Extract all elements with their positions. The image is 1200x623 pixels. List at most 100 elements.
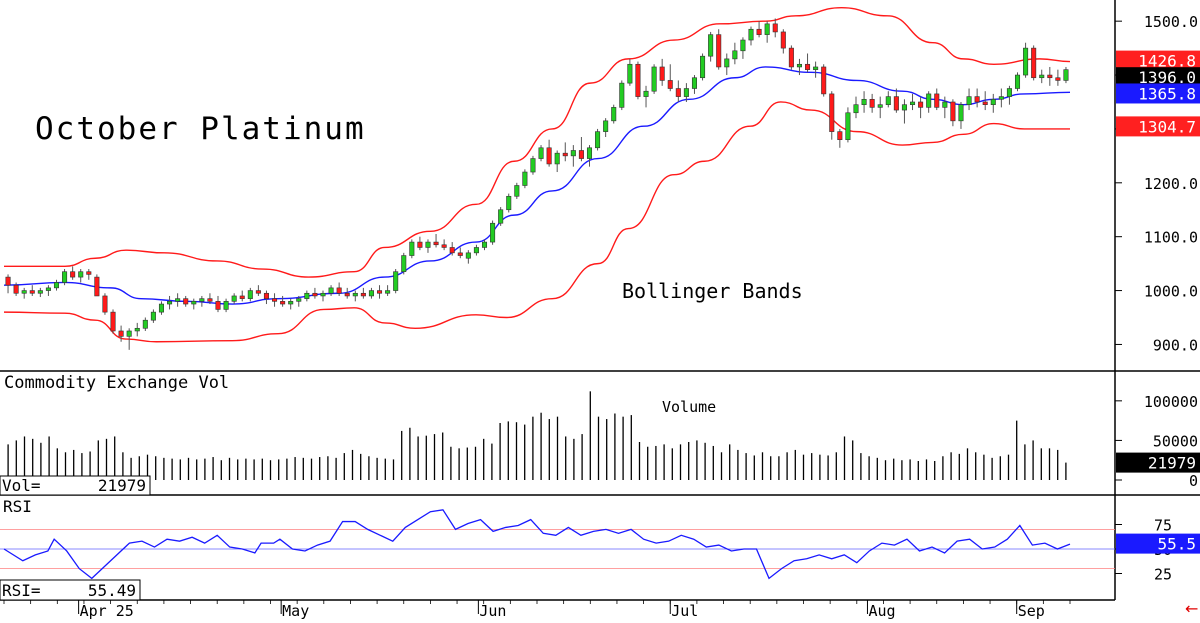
candle [578,137,584,162]
candle-body [352,292,358,297]
candle-body [449,247,455,254]
candle [821,64,827,97]
rsi-readout-value: 55.49 [88,581,136,600]
candle-body [134,327,140,332]
candle [861,91,867,113]
candle-body [490,222,496,243]
candle [457,247,463,259]
price-label-text: 1304.7 [1138,117,1196,136]
candle [700,53,706,81]
candle-body [498,209,504,224]
candle-body [53,282,60,289]
candle [966,88,972,111]
candle-body [724,58,730,68]
candle-body [441,244,447,248]
candle-body [377,290,383,294]
candle-body [861,98,867,105]
candle-body [958,104,964,122]
volume-bars [7,391,1067,480]
candle-body [215,301,221,310]
rsi-panel: RSI 755025 RSI= 55.49 55.5 [0,497,1200,601]
candle [263,290,269,305]
candle-body [595,131,601,149]
candle-body [667,80,673,89]
legend-arrow-icon[interactable]: ← [1185,599,1198,618]
candle-body [409,241,415,256]
candle-body [433,241,439,246]
candle [603,118,609,138]
candle-body [780,31,786,49]
candle [1014,72,1021,92]
price-label-bg [1116,116,1200,137]
candle [288,298,294,310]
candle [869,93,875,113]
volume-title: Commodity Exchange Vol [4,373,229,393]
candle [352,290,358,302]
candle [481,239,488,251]
candle [409,239,415,259]
candle [158,301,164,315]
candle [643,85,649,108]
candle [586,145,593,167]
candle-body [756,28,762,35]
candle-body [1063,69,1069,81]
candle [538,145,544,162]
candle [280,295,286,307]
candle-body [255,290,261,294]
volume-series-label: Volume [662,398,716,416]
candle-body [635,63,641,97]
candle [312,287,318,299]
candle-body [1014,74,1021,89]
candle-body [772,23,778,33]
volume-tick-label: 100000 [1144,393,1198,411]
candle-body [675,88,681,97]
x-tick-label: Jun [479,602,506,620]
candle [1006,85,1012,105]
candle-body [716,34,722,68]
candle [1039,69,1045,84]
price-label-box: 1304.7 [1116,116,1200,136]
candle-body [934,93,940,108]
candle-body [1031,47,1037,79]
price-label-text: 1365.8 [1138,84,1196,103]
candle-body [473,247,479,254]
candle [433,233,439,248]
candle [344,287,350,299]
candle-body [821,66,827,95]
candle-body [845,112,851,141]
candle-body [465,252,471,259]
candle-body [223,301,229,310]
candle-body [457,252,463,256]
candle-body [368,290,374,297]
rsi-title: RSI [3,497,32,516]
candle-body [385,290,391,294]
candle [255,285,261,296]
candle [837,128,843,148]
candle-body [796,63,802,68]
candle-body [910,101,916,105]
candle [29,285,35,296]
volume-readout-label: Vol= [2,476,41,495]
candle-body [94,276,100,297]
candle [918,96,924,119]
candle-body [191,301,197,305]
candle-body [5,276,11,286]
candle-body [231,295,237,302]
bollinger-annotation: Bollinger Bands [622,279,803,303]
candle [377,285,383,299]
volume-last-label: 21979 [1116,452,1200,473]
candle [716,29,722,70]
candle-body [425,241,431,248]
candle-body [869,98,875,108]
candle [748,26,754,46]
candle-body [788,47,794,68]
candle [78,269,84,283]
x-tick-label: Jul [671,602,698,620]
candle [691,75,697,94]
candle-body [183,298,189,305]
candle [304,290,310,302]
candle [756,21,762,38]
candle-body [167,301,173,305]
candle [1047,66,1053,86]
